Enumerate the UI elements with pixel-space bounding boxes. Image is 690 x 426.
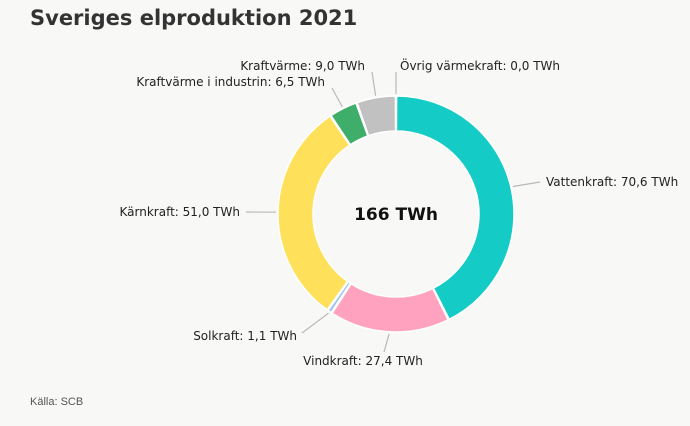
leader-line-vattenkraft [512, 181, 541, 188]
slice-vattenkraft [395, 95, 515, 321]
slice-kraftvarme-i-industrin [330, 102, 369, 146]
slice-solkraft [327, 280, 352, 314]
label-karnkraft: Kärnkraft: 51,0 TWh [120, 205, 241, 219]
label-solkraft: Solkraft: 1,1 TWh [193, 329, 297, 343]
chart-title: Sveriges elproduktion 2021 [30, 6, 358, 30]
leader-line-vindkraft [383, 333, 390, 353]
slice-karnkraft [277, 115, 351, 311]
label-vindkraft: Vindkraft: 27,4 TWh [303, 354, 423, 368]
center-total-label: 166 TWh [354, 205, 438, 225]
label-vattenkraft: Vattenkraft: 70,6 TWh [546, 175, 678, 189]
leader-line-kraftvarme-i-industrin [331, 87, 343, 108]
source-note: Källa: SCB [30, 396, 84, 408]
leader-line-kraftvarme [371, 71, 377, 96]
slice-vindkraft [331, 282, 450, 333]
leader-line-solkraft [301, 312, 329, 334]
label-kraftvarme-i-industrin: Kraftvärme i industrin: 6,5 TWh [136, 75, 325, 89]
label-ovrig-varmekraft: Övrig värmekraft: 0,0 TWh [400, 57, 560, 73]
label-kraftvarme: Kraftvärme: 9,0 TWh [240, 59, 365, 73]
slice-kraftvarme [356, 95, 397, 137]
